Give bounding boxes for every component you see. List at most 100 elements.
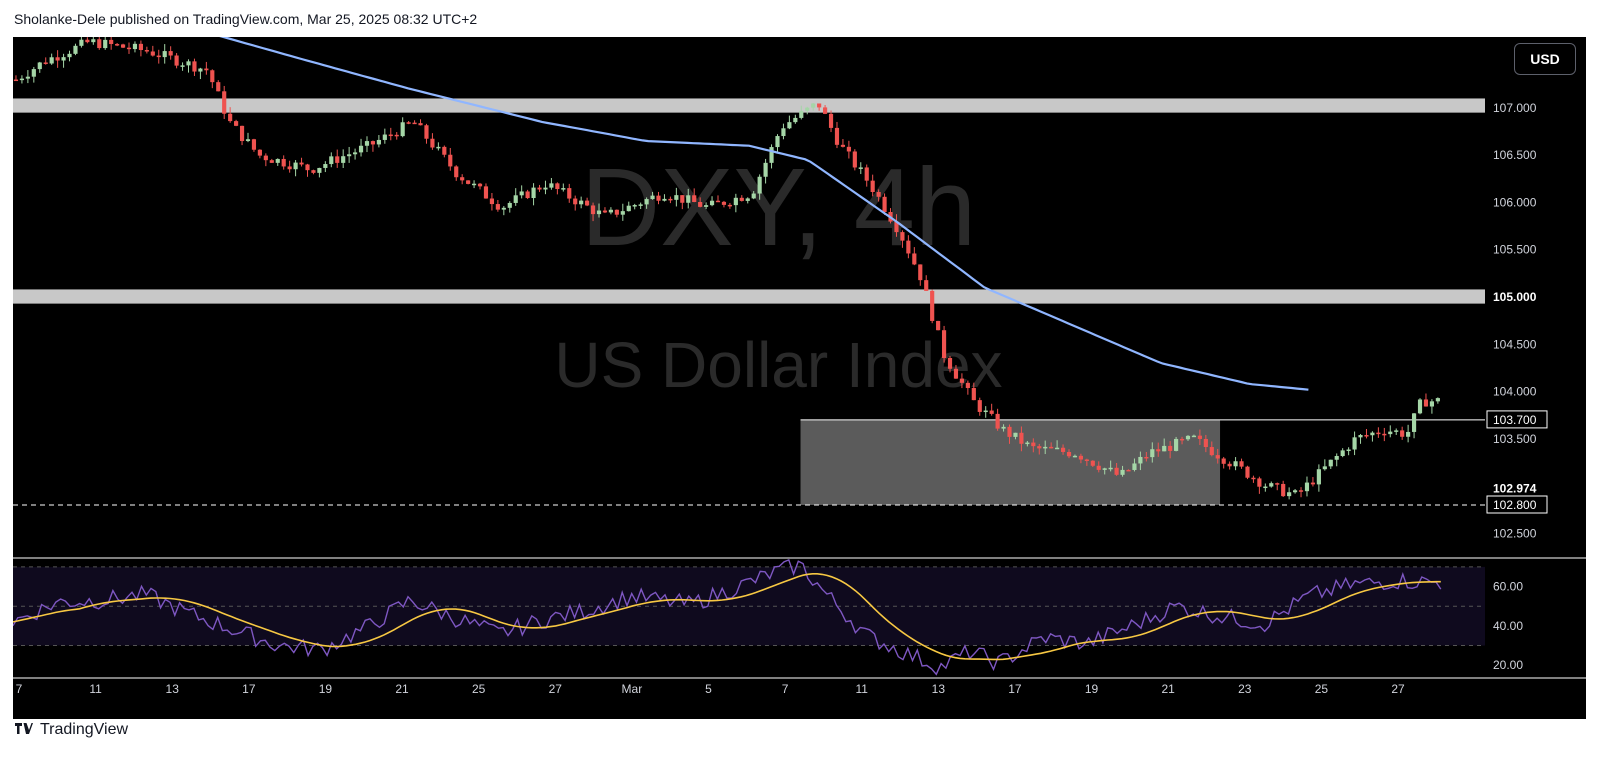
candle-body bbox=[25, 76, 30, 79]
time-tick-label: 5 bbox=[705, 682, 712, 696]
candle-body bbox=[1060, 447, 1066, 452]
price-tick-label: 103.500 bbox=[1493, 432, 1537, 446]
candle-body bbox=[67, 53, 72, 58]
candle-body bbox=[1411, 413, 1417, 432]
candle-body bbox=[1316, 469, 1321, 485]
candle-body bbox=[305, 164, 310, 171]
candle-body bbox=[430, 138, 435, 148]
zone-1 bbox=[13, 98, 1485, 113]
rsi-tick-label: 20.00 bbox=[1493, 658, 1523, 672]
candle-body bbox=[460, 177, 465, 181]
candle-body bbox=[769, 147, 774, 163]
publisher-header: Sholanke-Dele published on TradingView.c… bbox=[14, 11, 478, 27]
candle-body bbox=[1233, 461, 1238, 467]
candle-body bbox=[1043, 446, 1048, 449]
candle-body bbox=[763, 162, 768, 177]
tradingview-logo-icon bbox=[15, 723, 33, 734]
candle-body bbox=[543, 187, 548, 190]
candle-body bbox=[674, 195, 679, 200]
rsi-ma-line bbox=[13, 573, 1441, 661]
candle-body bbox=[995, 413, 1000, 429]
candle-body bbox=[1429, 401, 1434, 407]
candle-body bbox=[1066, 451, 1072, 457]
candle-body bbox=[626, 205, 631, 212]
candle-body bbox=[1435, 398, 1440, 402]
candle-body bbox=[947, 358, 953, 369]
candle-body bbox=[953, 368, 959, 379]
candle-body bbox=[1257, 478, 1262, 487]
candle-body bbox=[335, 156, 340, 163]
candle-body bbox=[1340, 450, 1345, 456]
candle-body bbox=[793, 117, 798, 123]
candle-body bbox=[1352, 437, 1357, 450]
brand-name: TradingView bbox=[40, 721, 129, 738]
candle-body bbox=[424, 125, 429, 139]
candle-body bbox=[358, 145, 364, 153]
candle-body bbox=[222, 91, 227, 114]
price-highlight-label: 102.974 bbox=[1493, 482, 1537, 496]
candle-body bbox=[466, 180, 471, 184]
price-tick-label: 104.500 bbox=[1493, 337, 1537, 351]
candle-body bbox=[555, 183, 560, 190]
candle-body bbox=[341, 156, 346, 163]
candle-body bbox=[1162, 445, 1167, 452]
candle-body bbox=[1025, 442, 1030, 445]
candle-body bbox=[1227, 463, 1232, 467]
candle-body bbox=[924, 280, 929, 291]
price-level-label: 103.700 bbox=[1493, 413, 1537, 427]
candle-body bbox=[1221, 458, 1226, 464]
candle-body bbox=[1108, 467, 1113, 470]
price-chart[interactable]: DXY, 4h US Dollar Index 107.000 106.500 106.… bbox=[13, 37, 1586, 719]
candle-body bbox=[1138, 456, 1143, 464]
candle-body bbox=[1298, 490, 1304, 492]
candle-body bbox=[1209, 447, 1214, 456]
candle-body bbox=[376, 139, 381, 145]
candle-body bbox=[150, 51, 155, 56]
candle-body bbox=[876, 192, 881, 197]
time-tick-label: 21 bbox=[1161, 682, 1175, 696]
candle-body bbox=[1174, 438, 1179, 451]
candle-body bbox=[168, 51, 173, 56]
candle-body bbox=[198, 68, 203, 72]
candle-body bbox=[257, 149, 262, 156]
candle-body bbox=[1304, 482, 1310, 492]
time-tick-label: 25 bbox=[1315, 682, 1329, 696]
chart-panel[interactable]: DXY, 4h US Dollar Index 107.000 106.500 106.… bbox=[13, 37, 1586, 719]
candle-body bbox=[31, 69, 36, 77]
candle-body bbox=[192, 61, 197, 72]
moving-average-line bbox=[219, 37, 1309, 391]
candle-body bbox=[959, 378, 965, 383]
candle-body bbox=[668, 198, 673, 201]
candle-body bbox=[138, 43, 143, 51]
candle-body bbox=[983, 410, 988, 413]
currency-button[interactable]: USD bbox=[1514, 43, 1576, 75]
candle-body bbox=[596, 210, 602, 215]
candle-body bbox=[1007, 426, 1012, 437]
candle-body bbox=[323, 164, 328, 168]
candle-body bbox=[400, 122, 405, 137]
candle-body bbox=[709, 200, 715, 206]
candle-body bbox=[739, 197, 744, 201]
candle-body bbox=[977, 400, 982, 412]
candle-body bbox=[971, 388, 976, 401]
candle-body bbox=[775, 136, 780, 148]
candle-body bbox=[1078, 455, 1083, 460]
candle-body bbox=[721, 201, 727, 205]
candle-body bbox=[733, 197, 738, 206]
time-tick-label: 11 bbox=[855, 682, 868, 696]
candle-body bbox=[406, 122, 411, 124]
time-tick-label: 21 bbox=[395, 682, 409, 696]
candle-body bbox=[442, 146, 447, 155]
candle-body bbox=[840, 144, 846, 147]
candle-body bbox=[85, 39, 90, 43]
candle-body bbox=[1055, 447, 1060, 450]
candle-body bbox=[245, 139, 251, 142]
candle-body bbox=[1102, 468, 1107, 470]
candle-body bbox=[263, 155, 268, 161]
candle-body bbox=[686, 195, 691, 203]
candle-body bbox=[656, 195, 661, 201]
tradingview-branding: TradingView bbox=[14, 719, 128, 741]
candle-body bbox=[204, 68, 209, 71]
candle-body bbox=[239, 125, 245, 142]
candle-body bbox=[1287, 492, 1292, 497]
